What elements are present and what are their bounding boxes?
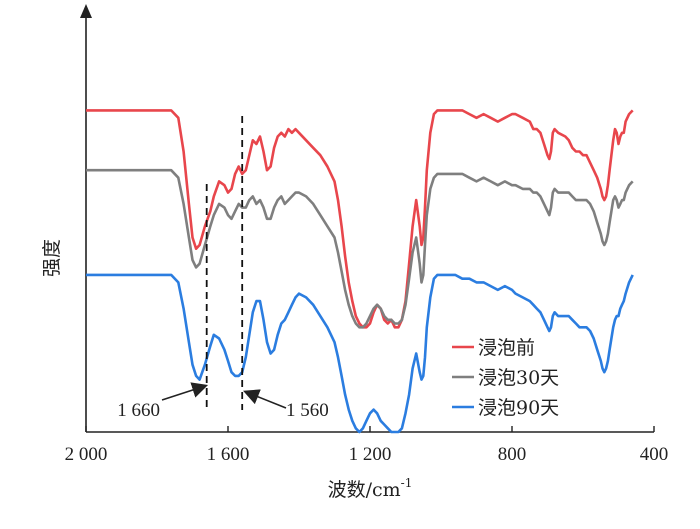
peak-annotations: 1 660 1 560 bbox=[117, 116, 329, 421]
x-ticks: 2 000 1 600 1 200 800 400 bbox=[65, 426, 669, 465]
x-tick-label-1: 1 600 bbox=[207, 444, 250, 465]
legend-label-2: 浸泡90天 bbox=[478, 397, 559, 419]
x-axis-label-main: 波数/cm bbox=[328, 479, 401, 501]
peak-arrow-0 bbox=[161, 382, 209, 401]
peak-arrow-1 bbox=[243, 389, 287, 409]
x-axis-label: 波数/cm-1 bbox=[328, 476, 413, 501]
x-tick-label-2: 1 200 bbox=[349, 444, 392, 465]
series-line-1 bbox=[86, 168, 634, 329]
series-line-0 bbox=[86, 109, 634, 329]
legend-label-1: 浸泡30天 bbox=[478, 367, 559, 389]
x-axis-label-sup: -1 bbox=[401, 476, 413, 490]
peak-label-1: 1 560 bbox=[286, 400, 329, 421]
series-lines bbox=[86, 109, 634, 434]
series-line-2 bbox=[86, 273, 634, 434]
peak-label-0: 1 660 bbox=[117, 400, 160, 421]
y-axis-arrow-icon bbox=[80, 4, 92, 18]
y-axis-label: 强度 bbox=[41, 239, 63, 277]
legend-label-0: 浸泡前 bbox=[478, 337, 535, 359]
x-tick-label-3: 800 bbox=[498, 444, 527, 465]
x-tick-label-0: 2 000 bbox=[65, 444, 108, 465]
x-tick-label-4: 400 bbox=[640, 444, 669, 465]
